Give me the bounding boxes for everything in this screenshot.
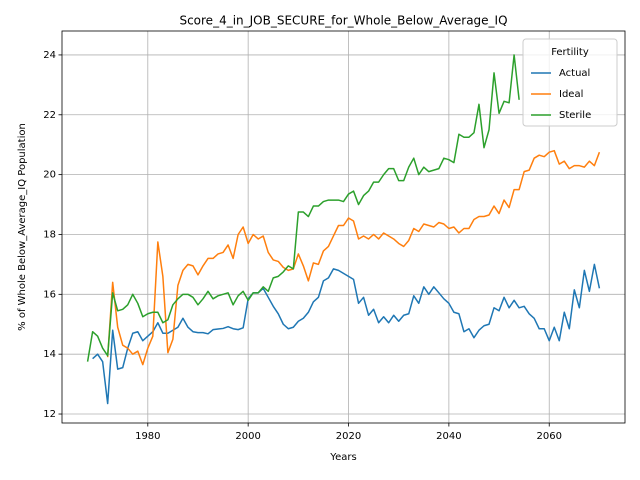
chart-title: Score_4_in_JOB_SECURE_for_Whole_Below_Av… — [179, 14, 507, 28]
legend-frame — [522, 38, 618, 127]
line — [86, 54, 520, 362]
line — [106, 149, 601, 366]
line — [92, 263, 601, 405]
x-tick-label: 2060 — [537, 431, 562, 442]
legend-label: Actual — [559, 68, 590, 79]
x-tick-label: 1980 — [135, 431, 160, 442]
legend: Fertility Actual Ideal Sterile — [522, 38, 618, 127]
y-tick-label: 18 — [43, 229, 56, 240]
y-tick-label: 22 — [43, 110, 56, 121]
y-tick-label: 16 — [43, 289, 56, 300]
y-axis-label: % of Whole Below_Average_IQ Population — [17, 123, 28, 331]
legend-label: Sterile — [559, 110, 591, 121]
plot-frame — [61, 30, 626, 424]
y-tick-label: 12 — [43, 409, 56, 420]
y-tick-label: 24 — [43, 50, 56, 61]
y-tick-label: 20 — [43, 170, 56, 181]
legend-label: Ideal — [559, 89, 583, 100]
legend-title: Fertility — [551, 47, 589, 58]
x-tick-label: 2040 — [436, 431, 461, 442]
y-tick-label: 14 — [43, 349, 56, 360]
x-tick-label: 2020 — [336, 431, 361, 442]
x-axis-label: Years — [329, 452, 356, 463]
x-tick-label: 2000 — [235, 431, 260, 442]
